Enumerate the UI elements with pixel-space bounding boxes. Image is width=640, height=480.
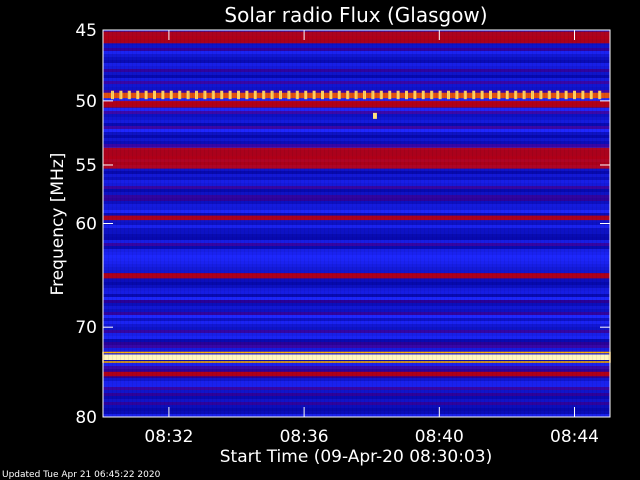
x-tick-label: 08:40	[415, 427, 464, 447]
x-axis-ticks: 08:32 08:36 08:40 08:44	[144, 30, 599, 447]
plot-area: 45 50 55 60 70 80 08:32 08:36 08:40 08:44	[75, 21, 611, 447]
plot-texture	[103, 30, 610, 417]
y-tick-label: 50	[75, 92, 97, 112]
y-axis-ticks: 45 50 55 60 70 80	[75, 21, 610, 428]
y-tick-label: 80	[75, 408, 97, 428]
updated-timestamp: Updated Tue Apr 21 06:45:22 2020	[2, 470, 161, 480]
chart-title: Solar radio Flux (Glasgow)	[224, 3, 487, 27]
x-tick-label: 08:32	[144, 427, 193, 447]
y-tick-label: 55	[75, 156, 97, 176]
y-tick-label: 45	[75, 21, 97, 41]
x-tick-label: 08:44	[550, 427, 599, 447]
y-tick-label: 70	[75, 318, 97, 338]
y-axis-label: Frequency [MHz]	[48, 153, 68, 296]
x-tick-label: 08:36	[280, 427, 329, 447]
x-axis-label: Start Time (09-Apr-20 08:30:03)	[220, 447, 492, 467]
y-tick-label: 60	[75, 215, 97, 235]
